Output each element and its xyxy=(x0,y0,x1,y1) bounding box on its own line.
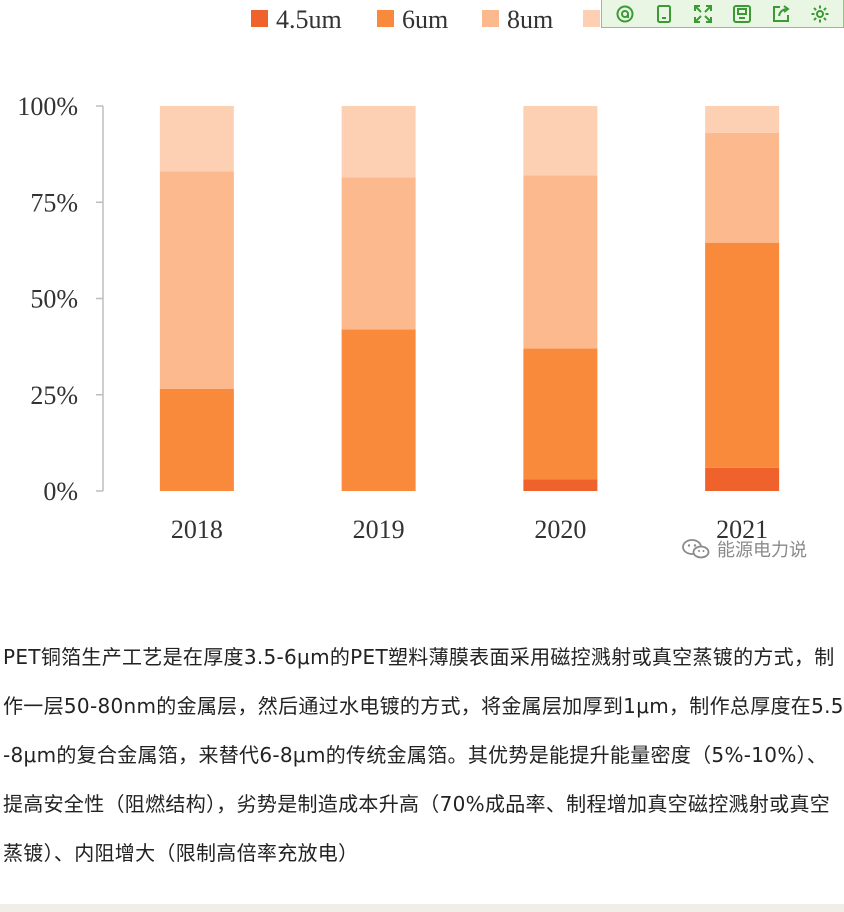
bars xyxy=(159,106,780,491)
search-button[interactable] xyxy=(612,1,638,27)
bookmark-button[interactable] xyxy=(651,1,677,27)
settings-button[interactable] xyxy=(807,1,833,27)
settings-icon xyxy=(811,5,829,22)
floating-toolbar xyxy=(601,0,844,28)
wechat-watermark: 能源电力说 xyxy=(681,536,807,562)
bar-segment-4_5um xyxy=(523,479,598,491)
x-tick-label: 2019 xyxy=(353,515,405,544)
bar-segment-4_5um xyxy=(705,467,780,491)
bottom-bar xyxy=(0,904,844,912)
y-tick-label: 0% xyxy=(43,477,78,506)
wechat-icon xyxy=(681,538,711,560)
legend-swatch xyxy=(482,10,499,27)
bar-segment-series3 xyxy=(341,106,416,178)
bookmark-icon xyxy=(657,4,672,23)
share-icon xyxy=(772,4,790,22)
legend-label: 4.5um xyxy=(276,5,342,34)
stacked-bar-chart: 4.5um 6um 8um 0% 25% 50% 75% 100% 2018 2019 2020… xyxy=(17,5,780,544)
search-icon xyxy=(616,5,634,22)
legend-swatch xyxy=(377,10,394,27)
bar-segment-6um xyxy=(159,388,234,491)
y-tick-label: 75% xyxy=(30,188,78,217)
bar-segment-6um xyxy=(523,348,598,480)
y-tick-label: 25% xyxy=(30,381,78,410)
expand-button[interactable] xyxy=(690,1,716,27)
save-icon xyxy=(732,4,751,23)
article-paragraph: PET铜箔生产工艺是在厚度3.5-6μm的PET塑料薄膜表面采用磁控溅射或真空蒸… xyxy=(3,645,844,865)
legend-swatch xyxy=(251,10,268,27)
legend-label: 6um xyxy=(402,5,448,34)
share-button[interactable] xyxy=(768,1,794,27)
bar-segment-8um xyxy=(705,132,780,243)
chart-legend: 4.5um 6um 8um xyxy=(251,5,600,34)
legend-label: 8um xyxy=(507,5,553,34)
y-tick-label: 50% xyxy=(30,285,78,314)
x-tick-label: 2021 xyxy=(716,515,768,544)
bar-segment-series3 xyxy=(159,106,234,172)
y-tick-label: 100% xyxy=(17,92,78,121)
bar-segment-8um xyxy=(341,177,416,330)
bar-segment-6um xyxy=(705,242,780,468)
bar-segment-6um xyxy=(341,329,416,491)
bar-segment-series3 xyxy=(523,106,598,176)
legend-swatch xyxy=(583,10,600,27)
bar-segment-8um xyxy=(523,175,598,349)
bar-segment-series3 xyxy=(705,106,780,133)
y-axis: 0% 25% 50% 75% 100% xyxy=(17,92,104,506)
watermark-text: 能源电力说 xyxy=(717,540,807,561)
expand-icon xyxy=(694,4,713,23)
x-tick-label: 2018 xyxy=(171,515,223,544)
bar-segment-8um xyxy=(159,171,234,389)
save-button[interactable] xyxy=(729,1,755,27)
x-tick-label: 2020 xyxy=(534,515,586,544)
x-axis: 2018 2019 2020 2021 xyxy=(171,515,768,544)
